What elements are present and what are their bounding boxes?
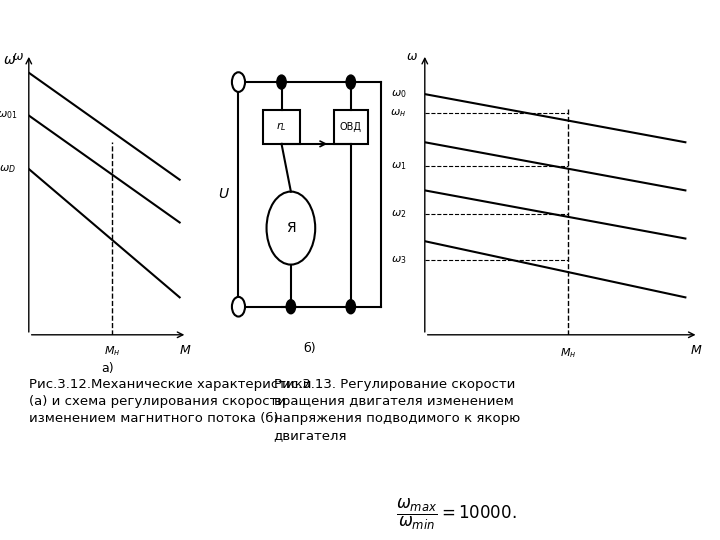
Text: $U$: $U$ xyxy=(217,187,230,201)
Text: $\omega$: $\omega$ xyxy=(12,50,24,63)
Text: $\omega_2$: $\omega_2$ xyxy=(391,208,407,220)
Text: $\omega_1$: $\omega_1$ xyxy=(391,160,407,172)
Circle shape xyxy=(276,75,287,89)
Text: $M_н$: $M_н$ xyxy=(104,344,120,357)
Circle shape xyxy=(232,297,245,316)
Text: ОВД: ОВД xyxy=(340,122,361,132)
Text: $\omega$: $\omega$ xyxy=(4,52,17,66)
Circle shape xyxy=(346,300,356,314)
Text: $M_н$: $M_н$ xyxy=(560,347,576,360)
Text: $\omega_3$: $\omega_3$ xyxy=(391,254,407,266)
Circle shape xyxy=(266,192,315,265)
Text: $\omega$: $\omega$ xyxy=(406,50,418,63)
Text: б): б) xyxy=(303,342,316,355)
Bar xyxy=(263,110,300,144)
Circle shape xyxy=(346,75,356,89)
Text: $\dfrac{\omega_{max}}{\omega_{min}} = 10000.$: $\dfrac{\omega_{max}}{\omega_{min}} = 10… xyxy=(396,497,517,532)
Text: Я: Я xyxy=(286,221,296,235)
Text: $M$: $M$ xyxy=(690,345,702,357)
Text: Рис.3.13. Регулирование скорости
вращения двигателя изменением
напряжения подвод: Рис.3.13. Регулирование скорости вращени… xyxy=(274,378,520,442)
Text: $\omega_н$: $\omega_н$ xyxy=(390,107,407,119)
Text: $r_L$: $r_L$ xyxy=(276,120,287,133)
Text: $M$: $M$ xyxy=(179,345,192,357)
Circle shape xyxy=(287,300,296,314)
Text: Рис.3.12.Механические характеристики
(а) и схема регулирования скорости
изменени: Рис.3.12.Механические характеристики (а)… xyxy=(29,378,311,425)
Text: $\omega_{D}$: $\omega_{D}$ xyxy=(0,163,16,175)
Text: $\omega_0$: $\omega_0$ xyxy=(391,88,407,100)
Bar xyxy=(334,110,368,144)
Text: а): а) xyxy=(102,362,114,375)
Text: $\omega_{01}$: $\omega_{01}$ xyxy=(0,110,18,122)
Circle shape xyxy=(232,72,245,92)
